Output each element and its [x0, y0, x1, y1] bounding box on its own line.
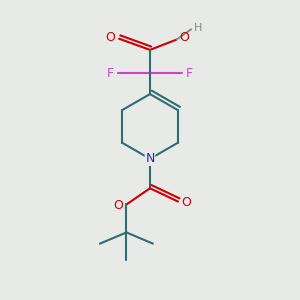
Text: H: H: [194, 23, 202, 33]
Text: O: O: [179, 31, 189, 44]
Text: O: O: [113, 200, 123, 212]
Text: O: O: [182, 196, 191, 209]
Text: O: O: [106, 31, 116, 44]
Text: F: F: [186, 67, 193, 80]
Text: N: N: [145, 152, 155, 165]
Text: F: F: [107, 67, 114, 80]
